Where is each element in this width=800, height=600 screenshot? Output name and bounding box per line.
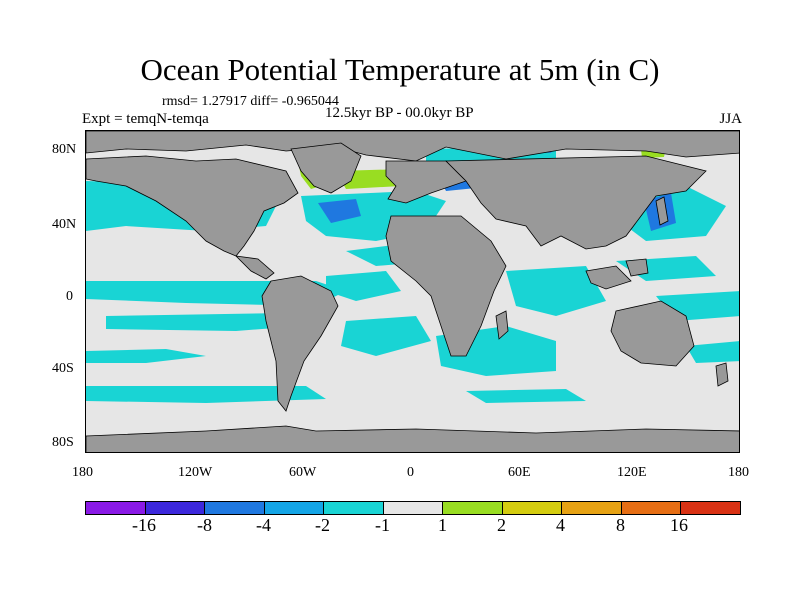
colorbar-label: -4 — [256, 515, 271, 535]
colorbar-swatch — [501, 501, 563, 515]
season-label: JJA — [719, 111, 742, 127]
colorbar-swatch — [680, 501, 742, 515]
lon-tick-180-west: 180 — [72, 465, 93, 480]
lat-tick-80s: 80S — [52, 435, 74, 450]
colorbar-label: -16 — [132, 515, 156, 535]
lon-tick-180-east: 180 — [728, 465, 749, 480]
map-title: Ocean Potential Temperature at 5m (in C) — [140, 52, 660, 87]
period-label: 12.5kyr BP - 00.0kyr BP — [325, 105, 474, 121]
colorbar-swatch — [561, 501, 622, 515]
lon-tick-120w: 120W — [178, 465, 213, 480]
lat-tick-40n: 40N — [52, 217, 77, 232]
colorbar-swatch — [620, 501, 682, 515]
colorbar-label: -1 — [375, 515, 390, 535]
colorbar-label: 2 — [497, 515, 506, 535]
world-map — [85, 130, 740, 453]
lat-tick-80n: 80N — [52, 142, 77, 157]
colorbar-label: -2 — [315, 515, 330, 535]
colorbar-swatch — [442, 501, 503, 515]
colorbar-label: -8 — [197, 515, 212, 535]
colorbar-swatch — [323, 501, 384, 515]
lon-tick-60e: 60E — [508, 465, 531, 480]
colorbar-label: 4 — [556, 515, 565, 535]
lon-tick-0: 0 — [407, 465, 414, 480]
colorbar-label: 1 — [438, 515, 447, 535]
colorbar-swatch — [382, 501, 444, 515]
lon-tick-60w: 60W — [289, 465, 317, 480]
colorbar-swatch — [263, 501, 325, 515]
lat-tick-40s: 40S — [52, 361, 74, 376]
colorbar-swatch — [85, 501, 146, 515]
map-canvas — [86, 131, 739, 452]
colorbar-swatch — [144, 501, 206, 515]
colorbar-label: 16 — [670, 515, 688, 535]
lat-tick-0: 0 — [66, 289, 73, 304]
lon-tick-120e: 120E — [617, 465, 647, 480]
colorbar-label: 8 — [616, 515, 625, 535]
land-masses — [86, 131, 739, 452]
experiment-label: Expt = temqN-temqa — [82, 111, 209, 127]
colorbar — [85, 501, 742, 515]
stats-line: rmsd= 1.27917 diff= -0.965044 — [162, 94, 339, 109]
colorbar-swatch — [204, 501, 265, 515]
